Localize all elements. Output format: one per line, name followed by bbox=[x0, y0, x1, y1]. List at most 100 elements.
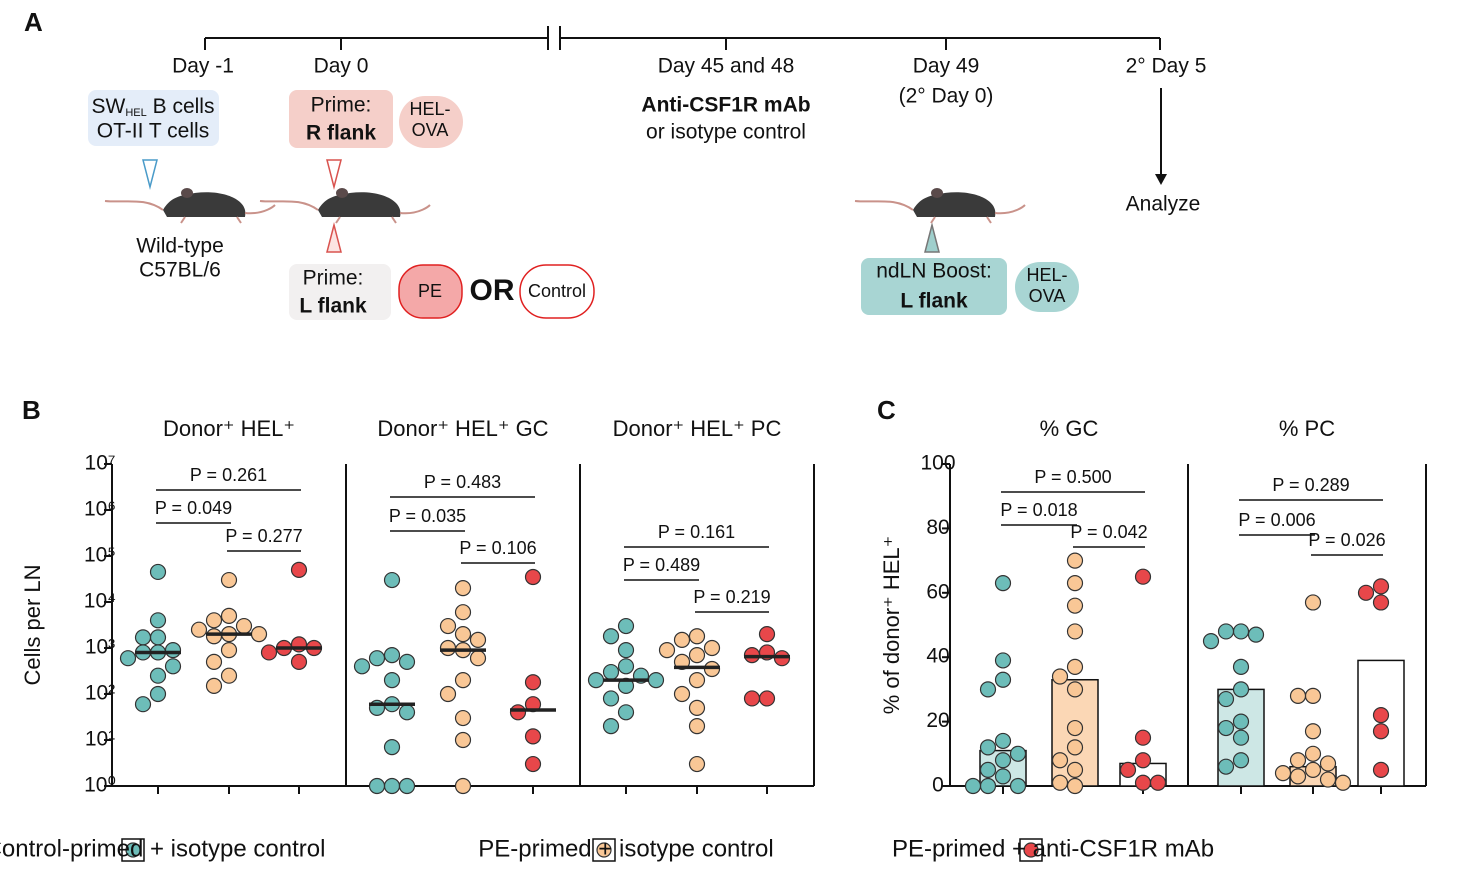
day-label: Day 49 bbox=[913, 55, 980, 78]
data-point bbox=[383, 647, 401, 664]
data-point bbox=[1372, 723, 1390, 740]
data-point bbox=[1319, 771, 1337, 788]
antigen-label: OVA bbox=[1029, 286, 1066, 306]
data-point bbox=[383, 739, 401, 756]
analyze-label: Analyze bbox=[1126, 193, 1201, 216]
data-point bbox=[220, 667, 238, 684]
y-tick-label: 10⁶ bbox=[84, 498, 116, 521]
p-value: P = 0.277 bbox=[225, 526, 302, 546]
antigen-box bbox=[399, 96, 463, 148]
data-point bbox=[1217, 623, 1235, 640]
y-tick-label: 10⁵ bbox=[84, 544, 116, 567]
data-point bbox=[398, 653, 416, 670]
data-point bbox=[149, 563, 167, 581]
control-label: Control bbox=[528, 281, 586, 301]
mouse-icon bbox=[854, 187, 1026, 224]
data-point bbox=[220, 607, 238, 624]
data-point bbox=[1066, 761, 1084, 779]
mouse-label: Wild-type bbox=[136, 235, 224, 258]
subplot-title: Donor⁺ HEL⁺ PC bbox=[613, 416, 782, 441]
data-point bbox=[454, 604, 472, 621]
data-point bbox=[617, 704, 635, 721]
data-point bbox=[964, 777, 982, 795]
mouse-icon bbox=[259, 187, 431, 224]
y-axis-label: % of donor⁺ HEL⁺ bbox=[879, 536, 904, 715]
boost-box bbox=[861, 258, 1007, 315]
data-point bbox=[994, 732, 1012, 750]
y-tick-label: 0 bbox=[932, 774, 944, 797]
data-point bbox=[1066, 623, 1084, 640]
prime-box bbox=[289, 90, 393, 148]
p-value: P = 0.500 bbox=[1034, 467, 1111, 487]
data-point bbox=[1134, 774, 1152, 791]
p-value: P = 0.489 bbox=[623, 555, 700, 575]
data-point bbox=[190, 621, 208, 638]
legend-label: PE-primed + isotype control bbox=[478, 835, 773, 862]
data-point bbox=[1134, 568, 1152, 585]
data-point bbox=[368, 650, 386, 667]
p-value: P = 0.018 bbox=[1000, 500, 1077, 520]
data-point bbox=[1289, 687, 1307, 704]
legend-label: PE-primed + anti-CSF1R mAb bbox=[892, 835, 1214, 862]
data-point bbox=[1232, 713, 1250, 730]
p-value: P = 0.219 bbox=[693, 587, 770, 607]
data-point bbox=[1134, 752, 1152, 769]
pe-box bbox=[398, 264, 463, 319]
legend-marker bbox=[1023, 842, 1039, 858]
subplot-title: % GC bbox=[1040, 416, 1099, 441]
data-point bbox=[469, 631, 487, 648]
data-point bbox=[979, 777, 997, 795]
data-point bbox=[1304, 761, 1322, 779]
data-point bbox=[353, 658, 371, 675]
data-point bbox=[658, 642, 676, 659]
boost-label: L flank bbox=[900, 290, 968, 313]
y-tick-label: 10⁰ bbox=[84, 774, 116, 797]
data-point bbox=[1357, 584, 1375, 601]
data-point bbox=[134, 696, 152, 713]
prime-box bbox=[289, 264, 391, 320]
data-point bbox=[758, 626, 776, 643]
data-point bbox=[454, 777, 472, 795]
y-tick-label: 10⁴ bbox=[84, 590, 116, 613]
p-value: P = 0.106 bbox=[459, 538, 536, 558]
data-point bbox=[290, 653, 308, 670]
data-point bbox=[1334, 774, 1352, 791]
transfer-label: SWHEL B cells bbox=[92, 95, 215, 119]
data-point bbox=[602, 663, 620, 681]
data-point bbox=[524, 568, 542, 586]
legend-marker bbox=[596, 842, 612, 858]
data-point bbox=[1119, 761, 1137, 779]
data-point bbox=[979, 761, 997, 779]
mouse-label: C57BL/6 bbox=[139, 259, 221, 282]
data-point bbox=[617, 658, 635, 675]
data-point bbox=[673, 631, 691, 648]
data-point bbox=[994, 752, 1012, 769]
data-point bbox=[688, 647, 706, 664]
prime-label: Prime: bbox=[311, 94, 372, 117]
p-value: P = 0.006 bbox=[1238, 510, 1315, 530]
transfer-sub: HEL bbox=[125, 107, 146, 119]
data-point bbox=[743, 690, 761, 707]
control-box bbox=[519, 264, 595, 319]
data-point bbox=[617, 677, 635, 694]
data-point bbox=[1009, 745, 1027, 762]
data-point bbox=[205, 677, 223, 694]
data-point bbox=[1066, 575, 1084, 592]
data-point bbox=[524, 755, 542, 773]
data-point bbox=[673, 685, 691, 703]
p-value: P = 0.483 bbox=[424, 472, 501, 492]
y-tick-label: 100 bbox=[920, 452, 955, 475]
data-point bbox=[688, 672, 706, 689]
data-point bbox=[235, 617, 253, 635]
antigen-label: HEL- bbox=[409, 99, 450, 119]
data-point bbox=[1217, 690, 1235, 708]
data-point bbox=[383, 571, 401, 589]
transfer-main: SW bbox=[92, 95, 126, 118]
treatment-label: Anti-CSF1R mAb bbox=[641, 94, 810, 117]
prime-label: L flank bbox=[299, 295, 367, 318]
day-label: Day 0 bbox=[314, 55, 369, 78]
data-point bbox=[1289, 768, 1307, 785]
antigen-label: OVA bbox=[412, 120, 449, 140]
data-point bbox=[1051, 752, 1069, 769]
data-point bbox=[1066, 597, 1084, 614]
